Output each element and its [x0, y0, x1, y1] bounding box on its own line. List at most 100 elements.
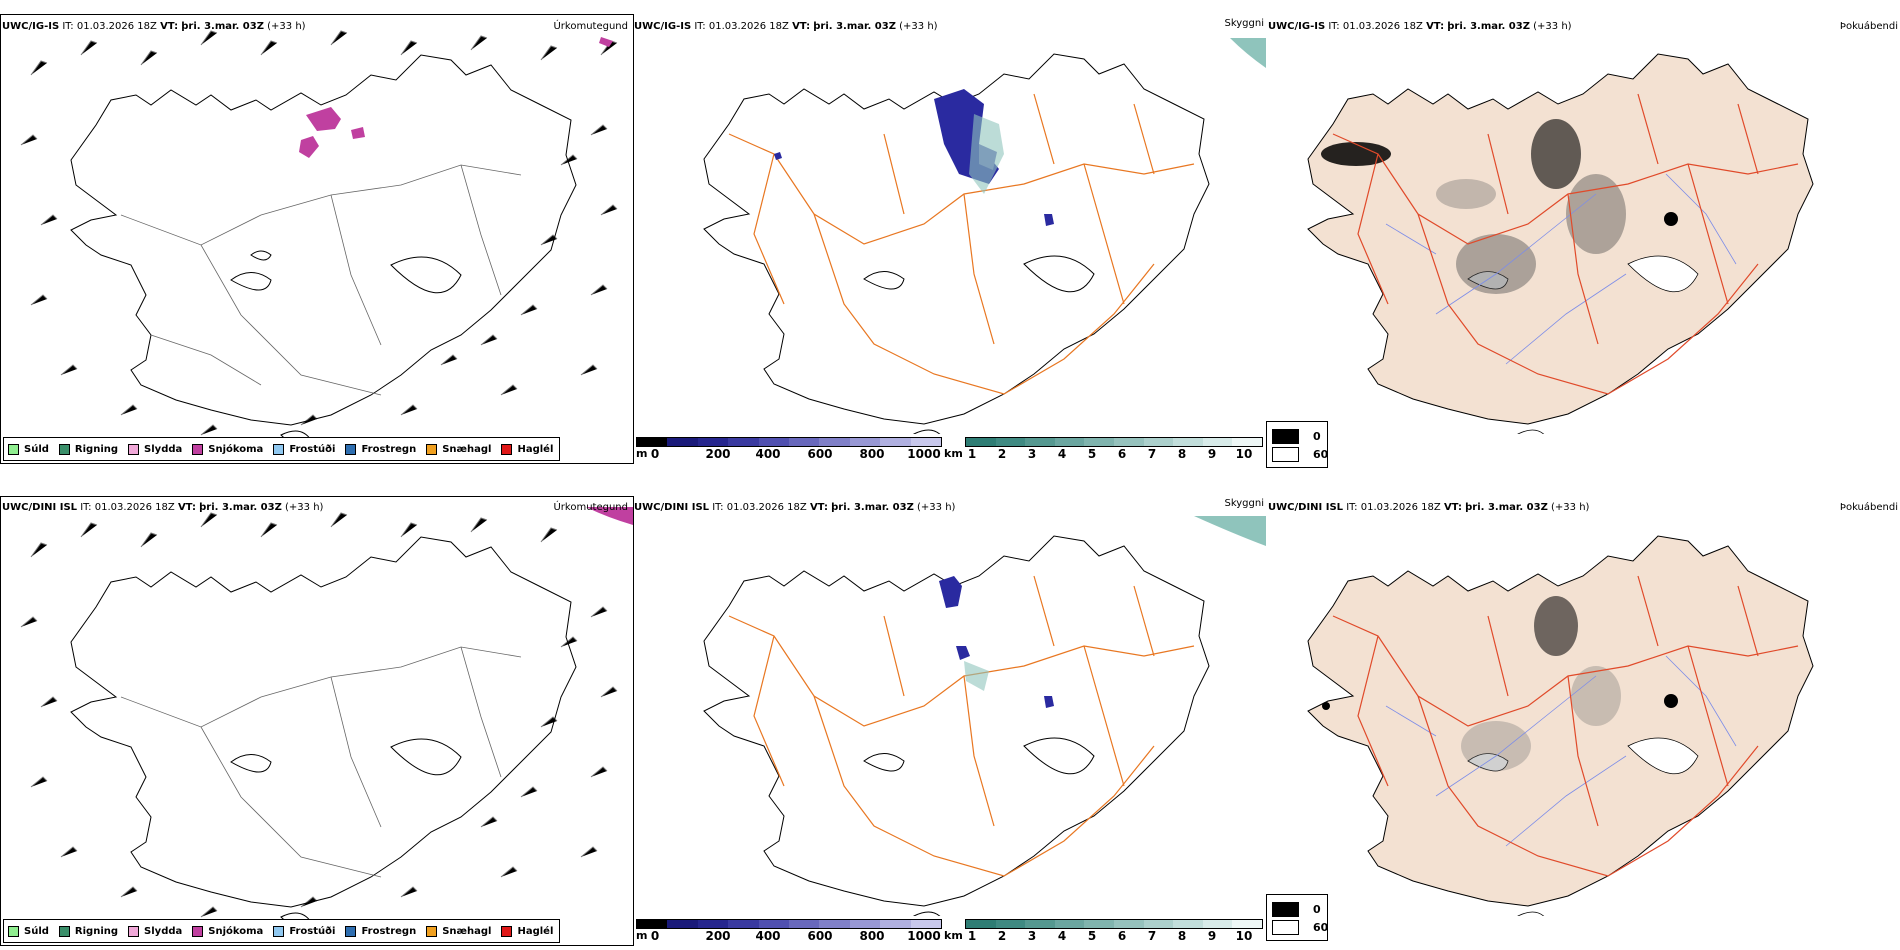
visibility-tick: 4 [1057, 447, 1067, 461]
vt-label: VT: [160, 21, 179, 32]
vt-value: þri. 3.mar. 03Z [199, 502, 282, 513]
iceland-land [1307, 53, 1814, 425]
iceland-outline [70, 54, 577, 445]
visibility-tick: 8 [1177, 929, 1187, 943]
cloud-base-strip [636, 437, 942, 447]
visibility-tick: 9 [1207, 929, 1217, 943]
vt-label: VT: [1443, 502, 1462, 513]
visibility-colorbar: km 1 2 3 4 5 6 7 8 9 10 [944, 919, 1264, 945]
road-network [1332, 575, 1799, 877]
run-header-precip-bottom: UWC/DINI ISL IT: 01.03.2026 18Z VT: þri.… [2, 502, 323, 514]
legend-label: Snæhagl [442, 443, 492, 455]
visibility-tick: 3 [1027, 447, 1037, 461]
legend-label: Frostúði [289, 443, 336, 455]
snow-patch-corner [586, 507, 633, 525]
lead-time: (+33 h) [1551, 502, 1590, 513]
model-name: UWC/IG-IS [634, 21, 692, 32]
panel-title-fog-top: Þokuábendi [1839, 21, 1898, 32]
it-value: 01.03.2026 18Z [726, 502, 807, 513]
vt-value: þri. 3.mar. 03Z [813, 21, 896, 32]
it-label: IT: [80, 502, 92, 513]
panel-title-visibility-top: Skyggni [1224, 18, 1264, 29]
model-name: UWC/IG-IS [2, 21, 60, 32]
run-header-fog-top: UWC/IG-IS IT: 01.03.2026 18Z VT: þri. 3.… [1268, 21, 1572, 33]
legend-label: Súld [24, 443, 49, 455]
legend-item-frostregn: Frostregn [345, 925, 417, 937]
vt-value: þri. 3.mar. 03Z [831, 502, 914, 513]
visibility-map-top [703, 38, 1266, 434]
precip-panel-bottom: Súld Rigning Slydda Snjókoma Frostúði Fr… [0, 496, 634, 946]
legend-item-snjokoma: Snjókoma [192, 925, 264, 937]
it-label: IT: [712, 502, 724, 513]
vt-value: þri. 3.mar. 03Z [1465, 502, 1548, 513]
legend-label: Snjókoma [208, 925, 264, 937]
legend-swatch [192, 925, 204, 937]
fog-shading [1322, 596, 1678, 771]
iceland-outline [70, 536, 577, 927]
legend-label: Rigning [74, 443, 119, 455]
legend-item-rigning: Rigning [58, 443, 119, 455]
road-lines [120, 646, 522, 878]
road-network [728, 93, 1195, 395]
precip-type-legend: Súld Rigning Slydda Snjókoma Frostúði Fr… [3, 437, 561, 461]
fog-legend: 0 60 [1266, 421, 1328, 468]
model-name: UWC/DINI ISL [2, 502, 78, 513]
fog-panel-bottom: 0 60 [1266, 496, 1900, 946]
it-label: IT: [62, 21, 74, 32]
legend-label: Frostregn [361, 925, 417, 937]
vt-label: VT: [177, 502, 196, 513]
legend-swatch [58, 443, 70, 455]
visibility-tick: 10 [1235, 929, 1253, 943]
fog-shading [1321, 119, 1678, 294]
legend-item-sudl: Súld [8, 443, 49, 455]
run-header-fog-bottom: UWC/DINI ISL IT: 01.03.2026 18Z VT: þri.… [1268, 502, 1589, 514]
run-header-visibility-top: UWC/IG-IS IT: 01.03.2026 18Z VT: þri. 3.… [634, 21, 938, 33]
fog-legend-high: 60 [1272, 920, 1328, 935]
legend-label: Slydda [144, 925, 183, 937]
fog-panel-top: 0 60 [1266, 14, 1900, 468]
panel-title-precip-bottom: Úrkomutegund [553, 502, 628, 513]
visibility-panel-top: m 0 200 400 600 800 1000 km 1 2 3 4 5 6 … [634, 14, 1266, 464]
it-value: 01.03.2026 18Z [94, 502, 175, 513]
cloud-base-tick: 600 [807, 447, 833, 461]
panel-title-precip-top: Úrkomutegund [553, 21, 628, 32]
vt-label: VT: [809, 502, 828, 513]
precip-map-top [20, 30, 618, 445]
visibility-tick: 7 [1147, 447, 1157, 461]
cloud-base-colorbar: m 0 200 400 600 800 1000 [636, 919, 942, 945]
cloud-base-tick: 200 [705, 929, 731, 943]
road-lines [120, 164, 522, 396]
precip-map-bottom [20, 507, 633, 927]
legend-swatch [426, 925, 438, 937]
run-header-visibility-bottom: UWC/DINI ISL IT: 01.03.2026 18Z VT: þri.… [634, 502, 955, 514]
it-value: 01.03.2026 18Z [76, 21, 157, 32]
legend-item-frostudi: Frostúði [273, 443, 336, 455]
precip-type-legend: Súld Rigning Slydda Snjókoma Frostúði Fr… [3, 919, 561, 943]
legend-item-rigning: Rigning [58, 925, 118, 937]
rivers [1385, 655, 1737, 847]
it-label: IT: [1328, 21, 1340, 32]
cloud-base-tick: 800 [859, 929, 885, 943]
fog-swatch-low [1272, 429, 1299, 444]
model-name: UWC/IG-IS [1268, 21, 1326, 32]
visibility-tick: 2 [997, 447, 1007, 461]
cloud-base-tick: 0 [650, 447, 660, 461]
legend-label: Súld [24, 925, 49, 937]
legend-swatch [8, 443, 19, 455]
lead-time: (+33 h) [917, 502, 956, 513]
fog-label-low: 0 [1313, 903, 1321, 916]
vt-label: VT: [1426, 21, 1445, 32]
glaciers [1467, 255, 1699, 434]
iceland-outline [703, 53, 1210, 434]
fog-swatch-low [1272, 902, 1299, 917]
precip-panel-top: Súld Rigning Slydda Snjókoma Frostúði Fr… [0, 14, 634, 464]
legend-label: Frostúði [289, 925, 336, 937]
cloud-base-tick: 1000 [907, 447, 941, 461]
visibility-map-bottom [703, 516, 1266, 916]
sea-fog-corner [1230, 38, 1266, 68]
visibility-unit: km [944, 929, 963, 942]
fog-legend-high: 60 [1272, 447, 1328, 462]
legend-label: Slydda [144, 443, 183, 455]
legend-label: Haglél [517, 443, 554, 455]
it-value: 01.03.2026 18Z [1360, 502, 1441, 513]
